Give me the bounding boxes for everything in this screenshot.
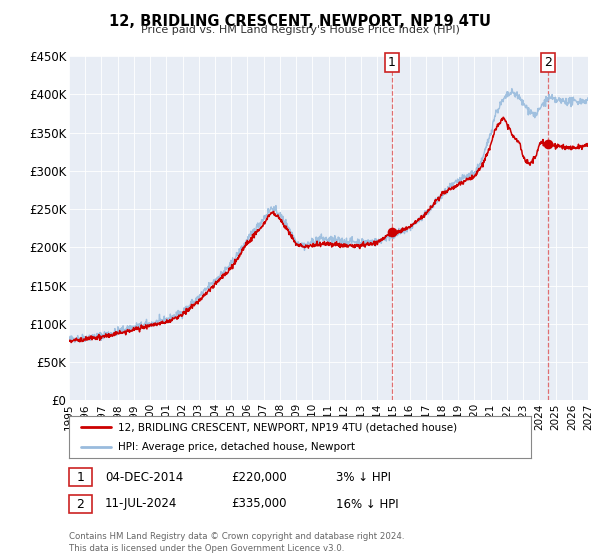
Text: HPI: Average price, detached house, Newport: HPI: Average price, detached house, Newp… — [118, 442, 355, 452]
Text: Price paid vs. HM Land Registry's House Price Index (HPI): Price paid vs. HM Land Registry's House … — [140, 25, 460, 35]
Text: 11-JUL-2024: 11-JUL-2024 — [105, 497, 178, 511]
Text: 2: 2 — [76, 497, 85, 511]
Text: 1: 1 — [76, 470, 85, 484]
Text: 3% ↓ HPI: 3% ↓ HPI — [336, 470, 391, 484]
Text: £220,000: £220,000 — [231, 470, 287, 484]
Text: 2: 2 — [544, 56, 552, 69]
Text: 04-DEC-2014: 04-DEC-2014 — [105, 470, 183, 484]
Text: £335,000: £335,000 — [231, 497, 287, 511]
Text: 12, BRIDLING CRESCENT, NEWPORT, NP19 4TU: 12, BRIDLING CRESCENT, NEWPORT, NP19 4TU — [109, 14, 491, 29]
Text: 16% ↓ HPI: 16% ↓ HPI — [336, 497, 398, 511]
Text: Contains HM Land Registry data © Crown copyright and database right 2024.
This d: Contains HM Land Registry data © Crown c… — [69, 532, 404, 553]
Text: 12, BRIDLING CRESCENT, NEWPORT, NP19 4TU (detached house): 12, BRIDLING CRESCENT, NEWPORT, NP19 4TU… — [118, 422, 457, 432]
Text: 1: 1 — [388, 56, 396, 69]
